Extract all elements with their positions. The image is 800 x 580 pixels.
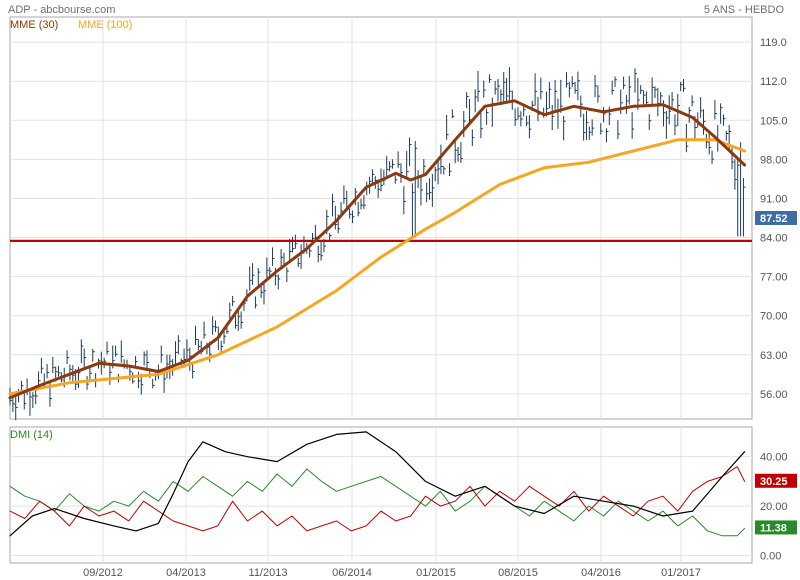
legend-mme30: MME (30) [10, 19, 59, 31]
period-label: 5 ANS - HEBDO [703, 4, 784, 16]
x-tick-label: 11/2013 [249, 567, 288, 579]
mme100-line [8, 138, 747, 396]
di-plus-badge [755, 520, 797, 535]
axis-layer: 09/2012 04/2013 11/2013 06/2014 01/2015 08/20… [83, 37, 797, 579]
x-tick-label: 04/2016 [581, 567, 621, 579]
di-minus-value: 30.25 [760, 476, 788, 488]
last-price-badge [755, 211, 797, 225]
legend-dmi: DMI (14) [10, 429, 53, 441]
dmi-panel-frame [9, 426, 753, 564]
adx-line [9, 431, 746, 537]
y-tick-label: 119.0 [760, 37, 787, 49]
di-plus-line [9, 468, 746, 537]
dmi-y-tick-label: 40.00 [760, 452, 788, 464]
di-minus-badge [755, 473, 797, 488]
y-tick-label: 112.0 [760, 76, 787, 88]
di-plus-value: 11.38 [760, 522, 787, 534]
y-tick-label: 56.00 [760, 389, 788, 401]
price-panel-frame [9, 16, 753, 420]
y-tick-label: 63.00 [760, 350, 788, 362]
y-tick-label: 105.0 [760, 115, 788, 127]
dmi-y-tick-label: 0.00 [760, 551, 781, 563]
mme30-line [8, 99, 747, 400]
moving-average-layer [8, 99, 752, 400]
x-tick-label: 04/2013 [166, 567, 206, 579]
y-tick-label: 77.00 [760, 272, 788, 284]
last-price-label: 87.52 [760, 213, 788, 225]
y-tick-label: 98.00 [760, 154, 788, 166]
y-tick-label: 84.00 [760, 233, 788, 245]
x-tick-label: 08/2015 [498, 567, 538, 579]
chart-title: ADP - abcbourse.com [8, 4, 116, 16]
dmi-layer [9, 431, 746, 537]
grid-layer [9, 16, 753, 564]
x-tick-label: 01/2015 [416, 567, 456, 579]
x-tick-label: 06/2014 [332, 567, 372, 579]
y-tick-label: 70.00 [760, 311, 788, 323]
x-tick-label: 01/2017 [661, 567, 701, 579]
di-minus-line [9, 466, 746, 532]
x-tick-label: 09/2012 [83, 567, 123, 579]
dmi-y-tick-label: 20.00 [760, 501, 788, 513]
legend-mme100: MME (100) [78, 19, 133, 31]
y-tick-label: 91.00 [760, 193, 788, 205]
